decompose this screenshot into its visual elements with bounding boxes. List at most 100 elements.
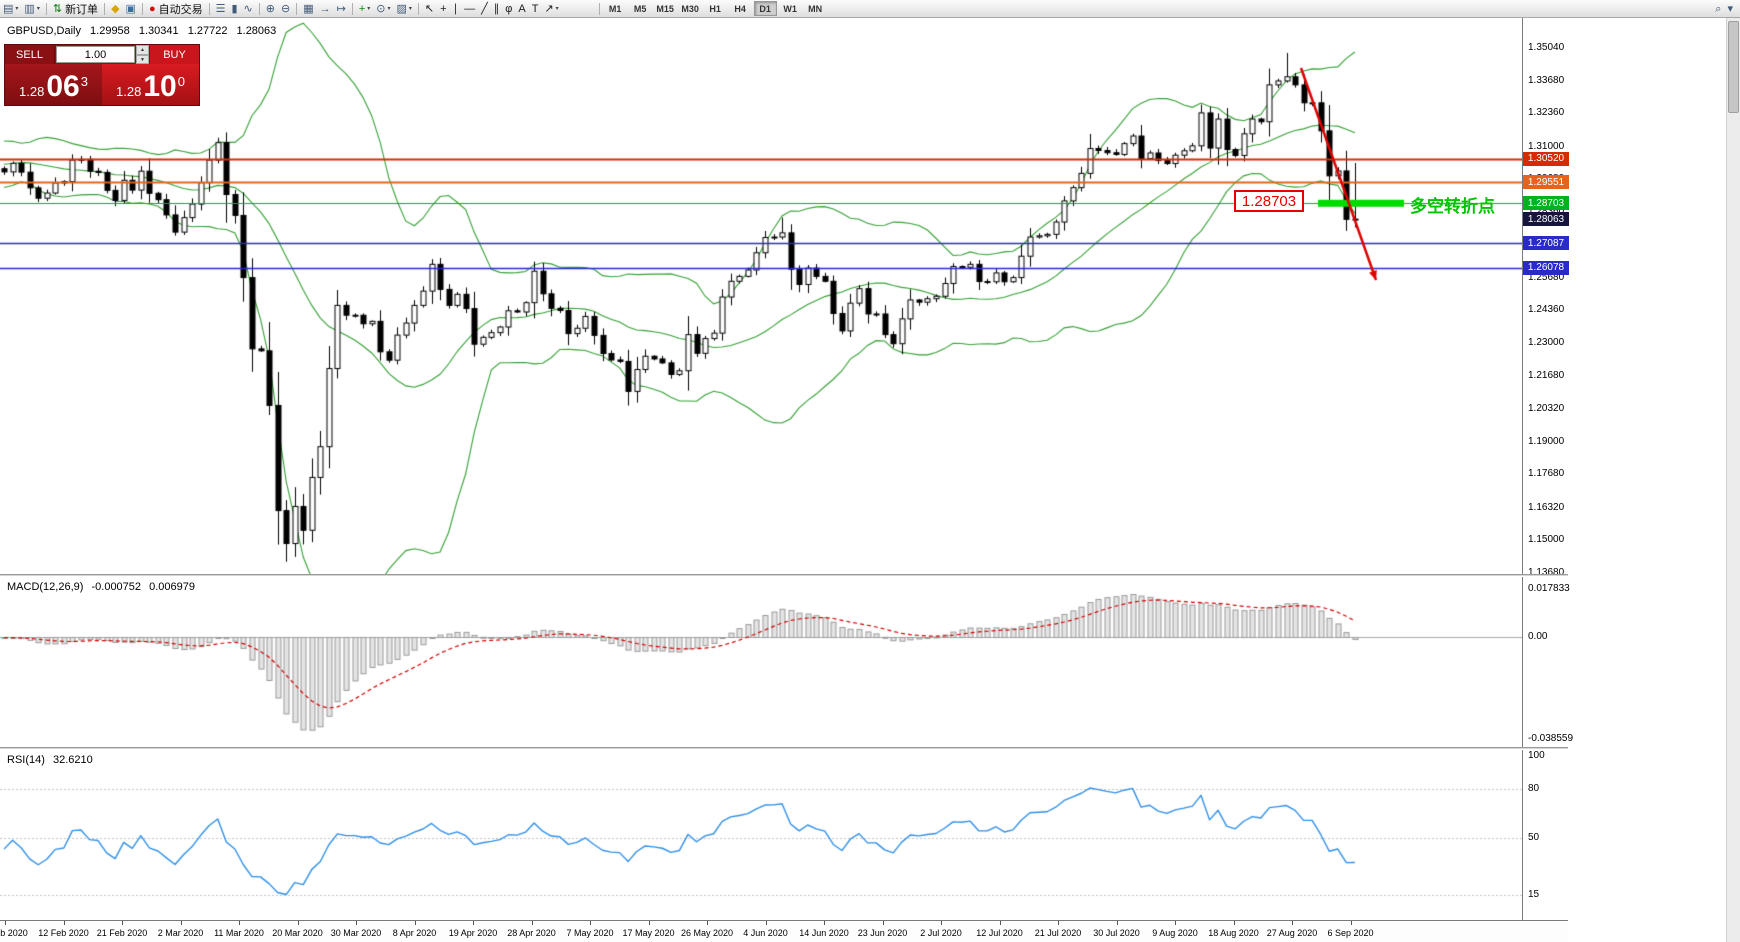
text-button[interactable]: A xyxy=(515,1,528,17)
chart-shift-icon: ↦ xyxy=(336,2,346,15)
new-order-label: 新订单 xyxy=(65,3,99,16)
timeframe-button-m30[interactable]: M30 xyxy=(681,3,699,14)
time-axis-tick xyxy=(1175,921,1176,925)
new-chart-icon: ▤ xyxy=(3,2,14,15)
auto-scroll-button[interactable]: → xyxy=(317,1,334,17)
scrollbar-thumb[interactable] xyxy=(1728,21,1739,113)
volume-stepper: ▲ ▼ xyxy=(136,45,149,65)
price-axis-label: 1.16320 xyxy=(1528,501,1565,513)
time-axis-label: 14 Jun 2020 xyxy=(799,928,849,938)
price-axis[interactable]: 1.350401.336801.323601.310001.296801.283… xyxy=(1522,18,1569,578)
indicators-button[interactable]: + ▾ xyxy=(356,1,373,17)
templates-icon: ▨ xyxy=(396,2,407,15)
time-axis-tick xyxy=(707,921,708,925)
timeframe-button-d1[interactable]: D1 xyxy=(753,1,777,16)
metaeditor-button[interactable]: ◆ xyxy=(108,1,122,17)
time-axis-tick xyxy=(1233,921,1235,925)
macd-canvas[interactable] xyxy=(0,577,1522,747)
toolbar-right: ⌕ ▾ xyxy=(1712,1,1740,17)
horizontal-line-button[interactable]: ― xyxy=(461,1,478,17)
profiles-icon: ▥ xyxy=(24,2,35,15)
time-axis-label: 12 Feb 2020 xyxy=(38,928,89,938)
right-empty-area xyxy=(1568,18,1726,942)
new-chart-button[interactable]: ▤ ▾ xyxy=(0,1,21,17)
channel-button[interactable]: ∥ xyxy=(491,1,503,17)
rsi-axis[interactable]: 100 80 50 15 xyxy=(1522,750,1568,920)
autotrading-button[interactable]: ● 自动交易 xyxy=(146,1,206,17)
cursor-button[interactable]: ↖ xyxy=(422,1,437,17)
price-axis-label: 1.20320 xyxy=(1528,403,1565,415)
vertical-scrollbar[interactable] xyxy=(1726,18,1740,942)
time-axis-label: 18 Aug 2020 xyxy=(1208,928,1259,938)
sell-button[interactable]: SELL xyxy=(5,45,55,65)
new-order-button[interactable]: ⇅ 新订单 xyxy=(50,1,101,17)
metaeditor-icon: ◆ xyxy=(111,2,120,15)
toolbar-menu-button[interactable]: ▾ xyxy=(1724,1,1736,17)
sell-price-button[interactable]: 1.28 06 3 xyxy=(5,64,102,105)
periods-button[interactable]: ⊙ ▾ xyxy=(373,1,393,17)
rsi-canvas[interactable] xyxy=(0,750,1522,920)
price-level-badge: 1.27087 xyxy=(1523,236,1569,250)
candlestick-chart-icon: ▮ xyxy=(231,2,238,15)
crosshair-icon: + xyxy=(440,2,447,15)
timeframe-button-m5[interactable]: M5 xyxy=(633,3,647,14)
timeframe-button-m1[interactable]: M1 xyxy=(608,3,622,14)
buy-price-small: 1.28 xyxy=(116,84,142,99)
macd-axis[interactable]: 0.017833 0.00 -0.038559 xyxy=(1522,577,1573,747)
one-click-trade-panel: SELL 1.00 ▲ ▼ BUY 1.28 06 3 1.28 10 0 xyxy=(4,44,200,106)
line-chart-button[interactable]: ∿ xyxy=(241,1,256,17)
volume-input[interactable]: 1.00 xyxy=(56,46,135,64)
profiles-button[interactable]: ▥ ▾ xyxy=(21,1,42,17)
timeframe-button-w1[interactable]: W1 xyxy=(783,3,797,14)
vertical-line-button[interactable]: ∣ xyxy=(450,1,462,17)
label-button[interactable]: T xyxy=(529,1,542,17)
fibonacci-icon: φ xyxy=(505,2,513,15)
buy-button[interactable]: BUY xyxy=(149,45,199,65)
chevron-down-icon: ▾ xyxy=(36,6,40,12)
toolbar-menu-icon: ▾ xyxy=(1727,2,1733,15)
panel-splitter[interactable] xyxy=(0,574,1568,577)
templates-button[interactable]: ▨ ▾ xyxy=(394,1,415,17)
time-axis-label: 2 Jul 2020 xyxy=(920,928,962,938)
timeframe-button-mn[interactable]: MN xyxy=(808,3,823,14)
turning-point-label[interactable]: 多空转折点 xyxy=(1410,197,1495,216)
trendline-icon: ╱ xyxy=(481,2,488,15)
search-button[interactable]: ⌕ xyxy=(1712,1,1724,17)
chart-open-value: 1.29958 xyxy=(90,25,130,37)
volume-down-button[interactable]: ▼ xyxy=(136,54,149,65)
crosshair-button[interactable]: + xyxy=(437,1,449,17)
arrow-tool-button[interactable]: ↗ ▾ xyxy=(541,1,561,17)
timeframe-button-h4[interactable]: H4 xyxy=(734,3,746,14)
zoom-in-button[interactable]: ⊕ xyxy=(263,1,278,17)
panel-splitter[interactable] xyxy=(0,747,1568,750)
chevron-down-icon: ▾ xyxy=(387,6,391,12)
terminal-button[interactable]: ▣ xyxy=(123,1,139,17)
timeframe-button-m15[interactable]: M15 xyxy=(656,3,674,14)
cursor-icon: ↖ xyxy=(424,2,435,15)
time-axis-label: 19 Apr 2020 xyxy=(448,928,498,938)
price-axis-label: 1.33680 xyxy=(1528,74,1565,86)
trendline-button[interactable]: ╱ xyxy=(478,1,491,17)
time-axis-label: 21 Feb 2020 xyxy=(96,928,148,938)
price-annotation-box[interactable]: 1.28703 xyxy=(1234,190,1304,212)
time-axis-tick xyxy=(1058,921,1059,925)
zoom-out-button[interactable]: ⊖ xyxy=(278,1,293,17)
time-axis[interactable]: 3 Feb 2020 12 Feb 2020 21 Feb 2020 2 Mar 20… xyxy=(0,920,1568,942)
fibonacci-button[interactable]: φ xyxy=(502,1,515,17)
tile-windows-button[interactable]: ▦ xyxy=(300,1,316,17)
candlestick-chart-button[interactable]: ▮ xyxy=(228,1,240,17)
time-axis-tick xyxy=(63,921,65,925)
time-axis-tick xyxy=(648,921,650,925)
tile-windows-icon: ▦ xyxy=(303,2,314,15)
price-axis-label: 1.35040 xyxy=(1528,41,1565,53)
main-toolbar: ▤ ▾ ▥ ▾ ⇅ 新订单 ◆ ▣ ● 自动交易 ☰ ▮ ∿ ⊕ ⊖ ▦ → ↦ + ▾ ⊙ ▾ ▨ ▾ ↖ + ∣ ― ╱ ∥ φ A T ↗ ▾… xyxy=(0,0,1740,18)
timeframe-button-h1[interactable]: H1 xyxy=(709,3,721,14)
macd-name: MACD(12,26,9) xyxy=(7,581,84,593)
volume-up-button[interactable]: ▲ xyxy=(136,45,149,55)
buy-price-button[interactable]: 1.28 10 0 xyxy=(102,64,199,105)
price-chart-canvas[interactable] xyxy=(0,18,1522,574)
rsi-axis-label: 100 xyxy=(1528,750,1545,761)
text-icon: A xyxy=(518,2,526,15)
chart-shift-button[interactable]: ↦ xyxy=(334,1,349,17)
bar-chart-button[interactable]: ☰ xyxy=(213,1,229,17)
